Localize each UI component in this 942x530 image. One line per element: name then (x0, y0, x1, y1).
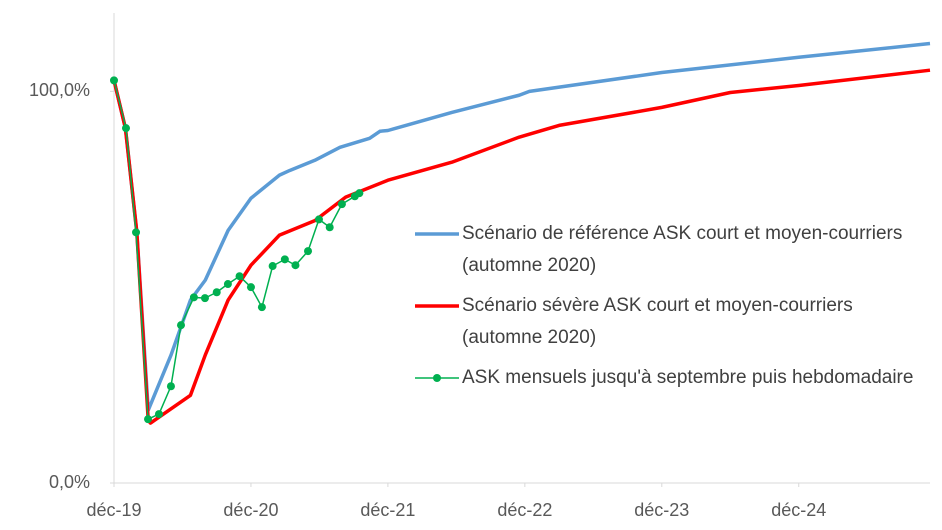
data-point (154, 410, 163, 419)
data-point (200, 294, 209, 303)
legend-label: ASK mensuels jusqu'à septembre puis hebd… (462, 367, 914, 388)
data-point (189, 293, 198, 302)
data-point (212, 288, 221, 297)
data-point (144, 415, 153, 424)
data-point (337, 200, 346, 209)
series-line (113, 80, 360, 420)
legend-item: Scénario de référence ASK court et moyen… (412, 218, 940, 282)
legend: Scénario de référence ASK court et moyen… (412, 218, 940, 402)
legend-label: Scénario de référence ASK court et moyen… (462, 223, 903, 276)
data-point (325, 223, 334, 232)
legend-item: ASK mensuels jusqu'à septembre puis hebd… (412, 362, 940, 394)
data-point (246, 283, 255, 292)
legend-swatch (415, 304, 459, 308)
data-point (121, 124, 130, 133)
x-tick-label: déc-22 (497, 500, 552, 520)
data-point (314, 215, 323, 224)
data-point (291, 261, 300, 270)
data-point (257, 303, 266, 312)
data-point (110, 76, 118, 85)
y-tick-label: 0,0% (49, 472, 90, 492)
legend-marker (433, 374, 441, 382)
data-point (132, 228, 141, 237)
data-point (268, 262, 277, 271)
x-tick-label: déc-21 (360, 500, 415, 520)
series-line (112, 41, 931, 412)
data-point (355, 189, 364, 198)
legend-swatch (415, 232, 459, 236)
y-tick-label: 100,0% (29, 80, 90, 100)
x-tick-label: déc-19 (86, 500, 141, 520)
x-tick-label: déc-24 (771, 500, 826, 520)
data-point (280, 255, 289, 264)
legend-label: Scénario sévère ASK court et moyen-courr… (462, 295, 853, 348)
x-tick-label: déc-20 (223, 500, 278, 520)
data-point (176, 321, 185, 330)
legend-item: Scénario sévère ASK court et moyen-courr… (412, 290, 940, 354)
data-point (304, 247, 313, 256)
data-point (166, 382, 175, 391)
data-point (235, 272, 244, 281)
data-point (223, 280, 232, 289)
legend-swatch (415, 374, 459, 382)
x-tick-label: déc-23 (634, 500, 689, 520)
